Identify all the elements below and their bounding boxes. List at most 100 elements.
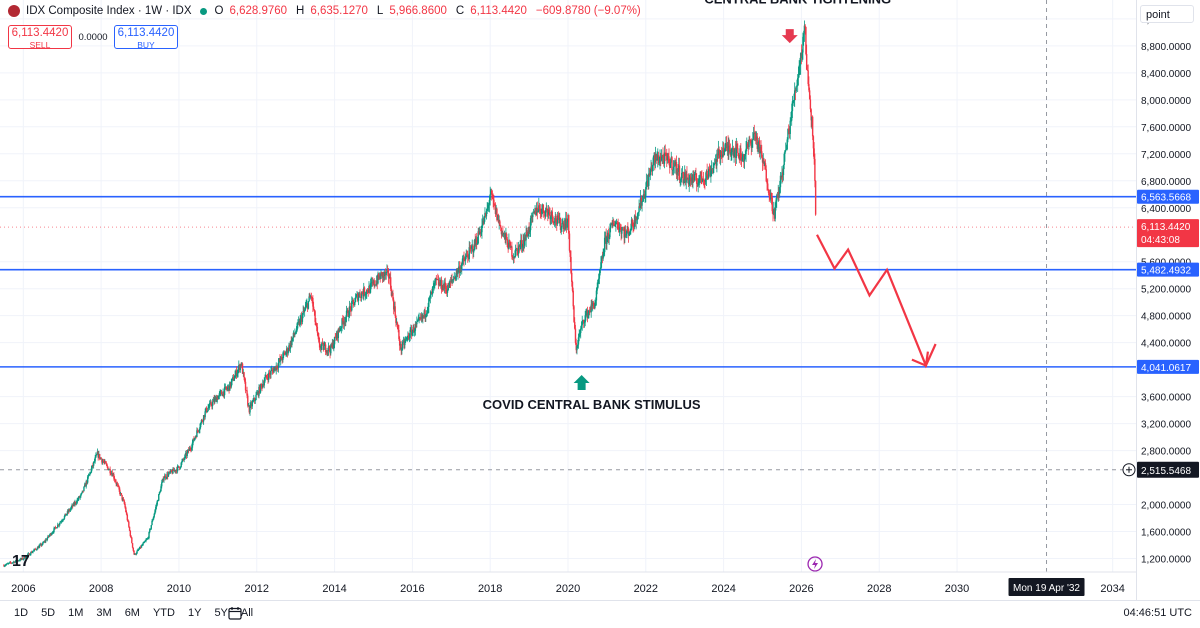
calendar-range-icon[interactable]	[228, 606, 242, 620]
period-3m[interactable]: 3M	[96, 607, 112, 619]
period-1y[interactable]: 1Y	[187, 607, 202, 619]
candle-body	[639, 197, 642, 209]
candle-body	[355, 295, 357, 298]
candle-body	[740, 148, 742, 160]
candle-body	[556, 221, 558, 224]
candle-body	[417, 318, 420, 321]
candle-body	[33, 548, 36, 551]
candle-body	[241, 363, 243, 366]
candle-body	[791, 101, 794, 112]
candlestick-chart[interactable]: CENTRAL BANK TIGHTENING COVID CENTRAL BAN…	[0, 0, 1136, 600]
candle-body	[408, 337, 411, 339]
candle-body	[317, 332, 319, 337]
candle-body	[389, 277, 391, 279]
candle-body	[550, 211, 553, 217]
candle-body	[205, 407, 208, 412]
candle-body	[395, 322, 398, 324]
candle-body	[599, 269, 601, 274]
period-ytd[interactable]: YTD	[152, 607, 175, 619]
symbol-title[interactable]: IDX Composite Index · 1W · IDX	[26, 5, 192, 17]
candle-body	[767, 183, 769, 191]
candle-body	[393, 306, 396, 310]
period-all[interactable]: All	[240, 607, 254, 619]
projection-arrowhead	[911, 351, 930, 368]
sell-button[interactable]: 6,113.4420 SELL	[8, 25, 72, 50]
candle-body	[339, 330, 341, 332]
candle-body	[270, 370, 272, 375]
price-axis-scale[interactable]: 9,200.00008,800.00008,400.00008,000.0000…	[1137, 0, 1200, 600]
candle-body	[352, 299, 354, 302]
candle-body	[391, 292, 393, 296]
period-1d[interactable]: 1D	[14, 607, 29, 619]
candle-body	[650, 166, 652, 171]
candle-body	[389, 277, 392, 289]
candle-body	[226, 387, 229, 390]
last-price-label-bg	[1137, 219, 1199, 248]
period-6m[interactable]: 6M	[124, 607, 140, 619]
candle-body	[190, 447, 193, 450]
candle-body	[402, 340, 405, 342]
candle-body	[430, 291, 432, 295]
candle-body	[789, 120, 791, 134]
candle-body	[305, 304, 307, 308]
utc-clock[interactable]: 04:46:51 UTC	[1123, 607, 1192, 619]
candle-body	[56, 527, 58, 529]
candle-body	[654, 153, 657, 163]
candle-body	[359, 293, 361, 297]
candle-body	[318, 341, 321, 348]
candle-body	[561, 223, 563, 228]
price-unit-button[interactable]: point	[1140, 5, 1194, 23]
candle-body	[15, 560, 18, 562]
buy-button[interactable]: 6,113.4420 BUY	[114, 25, 178, 50]
candle-body	[456, 269, 458, 275]
candle-body	[312, 298, 314, 307]
candle-body	[27, 553, 30, 555]
chart-area[interactable]: CENTRAL BANK TIGHTENING COVID CENTRAL BAN…	[0, 0, 1136, 600]
candle-body	[199, 427, 201, 430]
candle-body	[687, 177, 689, 179]
candle-body	[758, 140, 761, 154]
candle-body	[562, 222, 564, 224]
candle-body	[255, 394, 257, 400]
candle-body	[189, 448, 191, 450]
symbol-legend[interactable]: IDX Composite Index · 1W · IDX O 6,628.97…	[8, 5, 644, 17]
candle-body	[510, 246, 512, 248]
period-1m[interactable]: 1M	[68, 607, 84, 619]
candle-body	[768, 192, 770, 197]
candle-body	[767, 190, 770, 193]
candle-body	[344, 321, 346, 323]
candle-body	[98, 454, 101, 459]
candle-body	[728, 145, 731, 151]
projection-path[interactable]	[816, 234, 937, 369]
tradingview-logo[interactable]: 17	[12, 553, 30, 570]
candle-body	[315, 325, 318, 327]
candle-body	[542, 204, 545, 213]
last-price-label: 6,113.4420	[1141, 222, 1191, 233]
candle-body	[147, 538, 149, 539]
candle-body	[552, 216, 554, 222]
candle-body	[234, 374, 236, 379]
candle-body	[415, 323, 417, 325]
candle-body	[416, 321, 418, 325]
candle-body	[263, 381, 265, 386]
candle-body	[752, 133, 755, 139]
candle-body	[299, 318, 301, 326]
sell-price: 6,113.4420	[11, 27, 69, 39]
candle-body	[782, 172, 784, 176]
candle-body	[315, 321, 317, 326]
candle-body	[264, 377, 266, 382]
horizontal-levels[interactable]	[0, 195, 1136, 368]
candle-body	[233, 378, 236, 381]
price-axis[interactable]: 9,200.00008,800.00008,400.00008,000.0000…	[1136, 0, 1200, 600]
candle-body	[119, 489, 121, 495]
candle-body	[366, 289, 368, 294]
candle-body	[728, 145, 730, 152]
candle-body	[660, 156, 662, 161]
period-5d[interactable]: 5D	[41, 607, 56, 619]
candle-body	[635, 218, 637, 224]
ohlc-close-value: 6,113.4420	[470, 5, 527, 17]
candle-body	[805, 26, 807, 55]
candle-body	[730, 152, 732, 155]
period-5y[interactable]: 5Y	[214, 607, 228, 619]
candle-body	[788, 130, 791, 134]
